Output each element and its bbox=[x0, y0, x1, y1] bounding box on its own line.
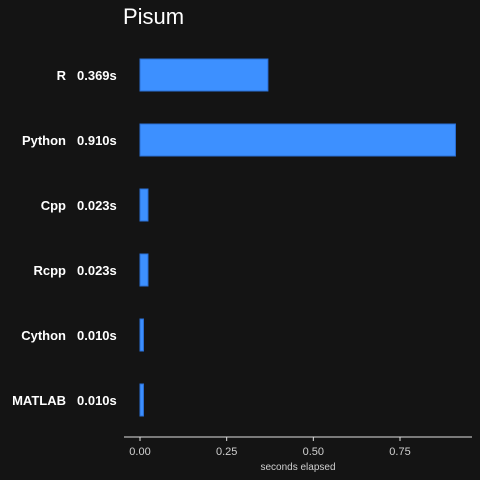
category-label: Cython bbox=[21, 328, 66, 343]
chart-title: Pisum bbox=[123, 4, 185, 29]
bar-python bbox=[139, 123, 456, 157]
value-label: 0.010s bbox=[77, 328, 117, 343]
x-axis-title: seconds elapsed bbox=[260, 462, 335, 473]
bar-cpp bbox=[139, 188, 149, 222]
category-label: Rcpp bbox=[34, 263, 67, 278]
bar-rcpp bbox=[139, 253, 149, 287]
category-label: Cpp bbox=[41, 198, 66, 213]
bar-r bbox=[139, 58, 269, 92]
x-tick-label: 0.25 bbox=[216, 446, 237, 458]
category-label: MATLAB bbox=[12, 393, 66, 408]
x-tick-label: 0.75 bbox=[389, 446, 410, 458]
category-label: Python bbox=[22, 133, 66, 148]
bar-matlab bbox=[139, 383, 144, 417]
value-label: 0.369s bbox=[77, 68, 117, 83]
x-tick-label: 0.00 bbox=[129, 446, 150, 458]
x-tick-label: 0.50 bbox=[303, 446, 324, 458]
bar-cython bbox=[139, 318, 144, 352]
value-label: 0.910s bbox=[77, 133, 117, 148]
value-label: 0.023s bbox=[77, 263, 117, 278]
value-label: 0.010s bbox=[77, 393, 117, 408]
value-label: 0.023s bbox=[77, 198, 117, 213]
category-label: R bbox=[57, 68, 67, 83]
